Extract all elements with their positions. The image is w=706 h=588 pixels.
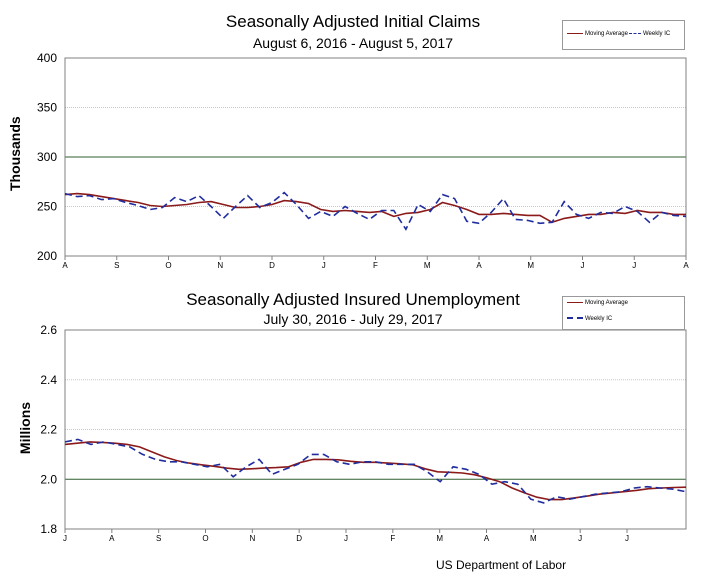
chart1-xtick-label: M: [424, 261, 431, 270]
chart2-ytick-label: 2.6: [40, 323, 57, 337]
chart2-subtitle: July 30, 2016 - July 29, 2017: [263, 311, 443, 327]
chart1-xtick-label: M: [527, 261, 534, 270]
chart2-ytick-label: 1.8: [40, 522, 57, 536]
moving-average-swatch: [567, 32, 583, 34]
chart2-legend-item-moving-average: Moving Average: [567, 300, 628, 306]
chart2-ytick-label: 2.2: [40, 423, 57, 437]
chart1-ytick-label: 250: [37, 200, 57, 214]
chart1-legend: Moving Average Weekly IC: [562, 20, 685, 50]
legend-label: Moving Average: [585, 300, 628, 306]
chart1-ytick-label: 300: [37, 150, 57, 164]
chart1-title: Seasonally Adjusted Initial Claims: [225, 12, 481, 31]
legend-label: Weekly IC: [643, 31, 671, 37]
chart1-legend-item-moving-average: Moving Average: [567, 31, 628, 37]
chart2-legend: Moving Average Weekly IC: [562, 296, 685, 330]
chart2-xtick-label: M: [436, 534, 443, 543]
chart1-legend-item-weekly: Weekly IC: [629, 31, 670, 37]
chart2-xtick-label: J: [63, 534, 67, 543]
chart1-subtitle: August 6, 2016 - August 5, 2017: [252, 35, 454, 51]
legend-label: Moving Average: [585, 31, 628, 37]
chart1-xtick-label: N: [217, 261, 223, 270]
chart2-title: Seasonally Adjusted Insured Unemployment: [186, 290, 520, 309]
chart1-ytick-label: 200: [37, 249, 57, 263]
chart1-ytick-label: 400: [37, 51, 57, 65]
moving-average-swatch: [567, 301, 583, 303]
chart1-xtick-label: A: [476, 261, 482, 270]
chart1-xtick-label: D: [269, 261, 275, 270]
weekly-swatch: [629, 32, 641, 34]
chart2-xtick-label: F: [390, 534, 395, 543]
legend-label: Weekly IC: [585, 316, 613, 322]
chart2-xtick-label: J: [578, 534, 582, 543]
chart2-xtick-label: O: [202, 534, 208, 543]
chart1-xtick-label: J: [581, 261, 585, 270]
chart1-xtick-label: S: [114, 261, 119, 270]
chart2-ytick-label: 2.0: [40, 472, 57, 486]
chart2-series-weekly-line: [64, 438, 687, 504]
chart1-xtick-label: A: [683, 261, 689, 270]
chart2-legend-item-weekly: Weekly IC: [567, 316, 612, 322]
chart2-xtick-label: N: [249, 534, 255, 543]
chart2-xtick-label: D: [296, 534, 302, 543]
chart1-xtick-label: J: [632, 261, 636, 270]
weekly-swatch: [567, 317, 583, 320]
chart1-xtick-label: F: [373, 261, 378, 270]
chart2-xtick-label: M: [530, 534, 537, 543]
chart1-ytick-label: 350: [37, 101, 57, 115]
chart2-xtick-label: J: [625, 534, 629, 543]
chart1-series-moving-average-line: [64, 192, 686, 224]
chart1-xtick-label: J: [322, 261, 326, 270]
chart2-plot-frame: [64, 329, 687, 530]
chart2-ytick-label: 2.4: [40, 373, 57, 387]
footer-source: US Department of Labor: [436, 558, 567, 572]
chart2-xtick-label: A: [484, 534, 490, 543]
chart2-xtick-label: A: [109, 534, 115, 543]
chart2-xtick-label: J: [344, 534, 348, 543]
chart2-xtick-label: S: [156, 534, 161, 543]
chart1-xtick-label: A: [62, 261, 68, 270]
chart1-series-weekly-line: [64, 191, 687, 231]
chart1-xtick-label: O: [165, 261, 171, 270]
chart2-series-moving-average-line: [64, 441, 687, 501]
